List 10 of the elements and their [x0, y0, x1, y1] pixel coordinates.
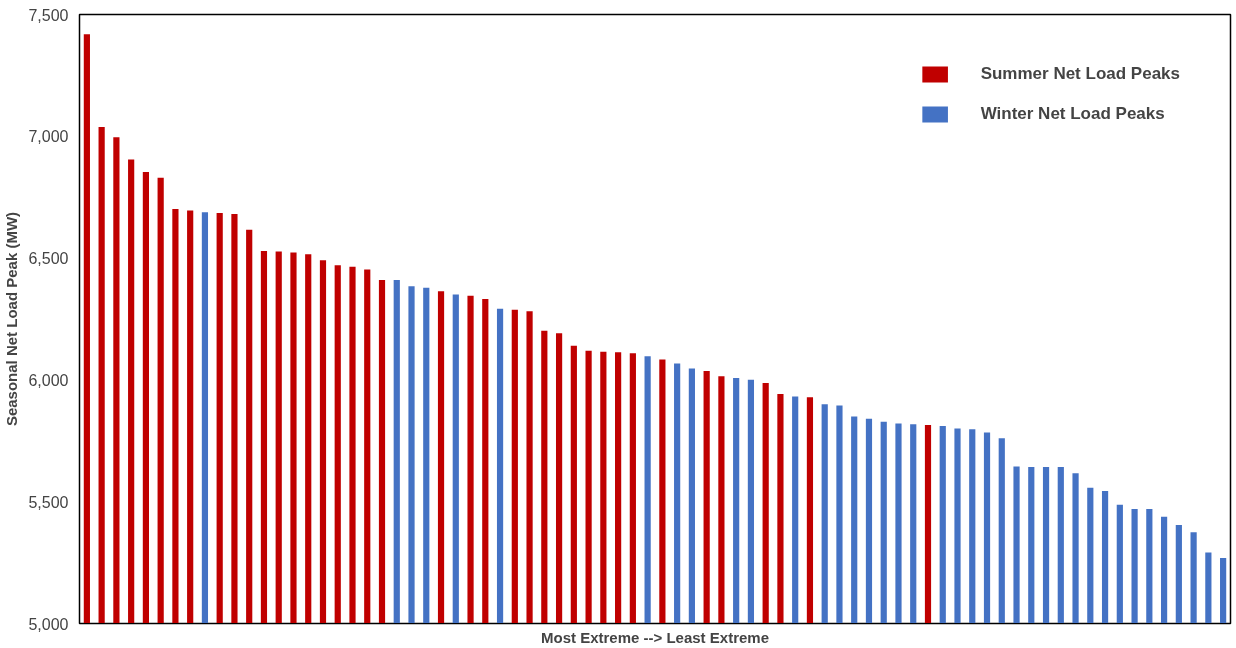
- legend-label: Winter Net Load Peaks: [980, 104, 1165, 124]
- x-axis-title: Most Extreme --> Least Extreme: [541, 628, 770, 646]
- y-tick-label: 6,000: [28, 371, 69, 389]
- y-tick-label: 6,500: [28, 250, 69, 268]
- y-axis-title: Seasonal Net Load Peak (MW): [3, 211, 21, 427]
- y-tick-label: 7,000: [28, 128, 69, 146]
- y-tick-label: 5,000: [28, 615, 69, 633]
- y-tick-label: 5,500: [28, 493, 69, 511]
- legend-label: Summer Net Load Peaks: [980, 64, 1180, 84]
- y-tick-label: 7,500: [28, 6, 69, 24]
